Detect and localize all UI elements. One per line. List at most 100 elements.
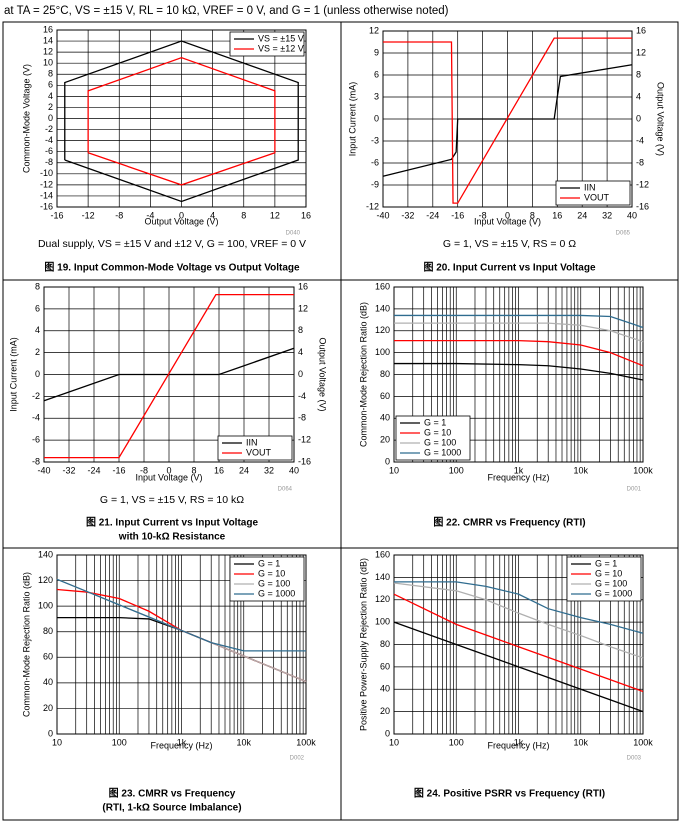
y-tick-label: 140 (375, 572, 390, 582)
legend-label: IIN (584, 182, 596, 192)
y-tick-label: 60 (380, 391, 390, 401)
figure-caption: 图 22. CMRR vs Frequency (RTI) (433, 517, 585, 529)
legend-label: G = 10 (258, 568, 285, 578)
y-tick-label: 40 (380, 684, 390, 694)
y-tick-label: 12 (369, 25, 379, 35)
y-tick-label: -16 (40, 201, 53, 211)
x-tick-label: 10k (236, 737, 251, 747)
y2-tick-label: -8 (636, 157, 644, 167)
y-tick-label: -6 (371, 157, 379, 167)
y2-tick-label: -12 (636, 179, 649, 189)
y2-tick-label: -4 (298, 391, 306, 401)
y-tick-label: 20 (43, 703, 53, 713)
y-tick-label: 12 (43, 47, 53, 57)
y-tick-label: 60 (43, 652, 53, 662)
series-line (64, 40, 299, 203)
y-tick-label: 60 (380, 661, 390, 671)
figure-caption: (RTI, 1-kΩ Source Imbalance) (102, 803, 241, 814)
legend-label: G = 100 (595, 578, 627, 588)
y-tick-label: 3 (374, 91, 379, 101)
y-tick-label: -8 (32, 456, 40, 466)
x-tick-label: -32 (62, 465, 75, 475)
y-tick-label: -2 (32, 391, 40, 401)
y-axis-label: Common-Mode Voltage (V) (21, 64, 31, 173)
y-tick-label: -2 (45, 124, 53, 134)
x-tick-label: -40 (37, 465, 50, 475)
y-tick-label: 9 (374, 47, 379, 57)
y-tick-label: 2 (48, 102, 53, 112)
y-axis-label: Input Current (mA) (8, 337, 18, 412)
x-tick-label: -4 (146, 210, 154, 220)
x-tick-label: 10k (573, 465, 588, 475)
y2-tick-label: 8 (636, 69, 641, 79)
x-tick-label: 8 (241, 210, 246, 220)
y-axis-label: Input Current (mA) (347, 82, 357, 157)
y2-axis-label: Output Voltage (V) (318, 337, 328, 411)
y-tick-label: 20 (380, 706, 390, 716)
x-tick-label: 10 (389, 465, 399, 475)
x-tick-label: 4 (210, 210, 215, 220)
y-tick-label: 16 (43, 24, 53, 34)
legend-label: G = 1000 (595, 588, 632, 598)
y-tick-label: -4 (32, 413, 40, 423)
y2-tick-label: -16 (298, 456, 311, 466)
y2-tick-label: 0 (298, 369, 303, 379)
y-tick-label: 8 (48, 69, 53, 79)
y-tick-label: -12 (366, 201, 379, 211)
legend-label: VS = ±12 V (258, 43, 304, 53)
x-tick-label: 0 (505, 210, 510, 220)
y-axis-label: Common-Mode Rejection Ratio (dB) (21, 572, 31, 717)
y-tick-label: -10 (40, 168, 53, 178)
legend-label: G = 100 (258, 578, 290, 588)
x-tick-label: 8 (530, 210, 535, 220)
x-tick-label: 32 (264, 465, 274, 475)
x-tick-label: 40 (627, 210, 637, 220)
series-line (394, 314, 644, 329)
x-tick-label: 1k (177, 737, 187, 747)
x-tick-label: 1k (514, 465, 524, 475)
y2-axis-label: Output Voltage (V) (656, 82, 666, 156)
y-tick-label: 0 (374, 113, 379, 123)
x-tick-label: -8 (479, 210, 487, 220)
plot-frame (393, 286, 644, 463)
figure-code: D064 (278, 487, 293, 493)
y-tick-label: 4 (35, 325, 40, 335)
legend-label: VOUT (584, 192, 610, 202)
y-tick-label: 80 (380, 639, 390, 649)
legend-label: G = 100 (424, 437, 456, 447)
y-tick-label: 100 (38, 601, 53, 611)
y-tick-label: -8 (45, 157, 53, 167)
series-line (394, 339, 644, 367)
y-tick-label: 8 (35, 281, 40, 291)
y2-tick-label: -16 (636, 201, 649, 211)
series-line (87, 56, 276, 186)
x-tick-label: 0 (179, 210, 184, 220)
y-axis-label: Common-Mode Rejection Ratio (dB) (358, 302, 368, 447)
legend-label: G = 10 (424, 427, 451, 437)
y-tick-label: 160 (375, 281, 390, 291)
y-tick-label: 0 (48, 728, 53, 738)
x-tick-label: -12 (82, 210, 95, 220)
x-tick-label: 100k (296, 737, 316, 747)
figure-code: D002 (290, 756, 305, 762)
y-tick-label: 140 (38, 549, 53, 559)
y2-tick-label: -12 (298, 435, 311, 445)
y2-tick-label: -4 (636, 135, 644, 145)
x-tick-label: 0 (166, 465, 171, 475)
y-tick-label: 140 (375, 303, 390, 313)
series-line (394, 362, 644, 381)
plot-frame (56, 29, 307, 208)
legend-label: G = 10 (595, 568, 622, 578)
y-tick-label: 160 (375, 549, 390, 559)
y-tick-label: 2 (35, 347, 40, 357)
x-tick-label: -16 (112, 465, 125, 475)
y-tick-label: 80 (380, 369, 390, 379)
y-tick-label: 14 (43, 35, 53, 45)
plot-frame (56, 554, 307, 735)
y2-tick-label: 12 (298, 303, 308, 313)
x-tick-label: 24 (577, 210, 587, 220)
legend-label: G = 1 (258, 558, 280, 568)
legend-box (555, 180, 631, 206)
x-tick-label: 16 (301, 210, 311, 220)
y-tick-label: 40 (380, 413, 390, 423)
